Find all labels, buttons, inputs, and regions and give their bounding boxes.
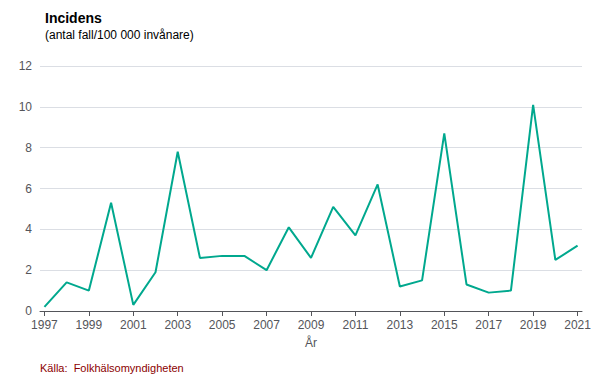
svg-text:2017: 2017 (475, 318, 502, 332)
svg-text:Källa: Folkhälsomyndigheten: Källa: Folkhälsomyndigheten (40, 362, 184, 374)
svg-text:10: 10 (19, 100, 33, 114)
svg-text:2003: 2003 (164, 318, 191, 332)
svg-text:1997: 1997 (31, 318, 58, 332)
svg-text:8: 8 (25, 141, 32, 155)
svg-text:Incidens: Incidens (45, 10, 102, 26)
svg-text:(antal fall/100 000 invånare): (antal fall/100 000 invånare) (45, 28, 194, 42)
svg-text:2013: 2013 (387, 318, 414, 332)
svg-text:2021: 2021 (564, 318, 591, 332)
svg-text:2005: 2005 (209, 318, 236, 332)
svg-text:2019: 2019 (520, 318, 547, 332)
svg-text:12: 12 (19, 59, 33, 73)
svg-text:2009: 2009 (298, 318, 325, 332)
svg-text:2011: 2011 (343, 318, 369, 332)
svg-text:6: 6 (25, 182, 32, 196)
svg-text:År: År (305, 335, 317, 350)
svg-text:0: 0 (25, 304, 32, 318)
svg-text:1999: 1999 (76, 318, 103, 332)
svg-text:4: 4 (25, 222, 32, 236)
svg-text:2007: 2007 (253, 318, 280, 332)
svg-text:2: 2 (25, 263, 32, 277)
svg-text:2015: 2015 (431, 318, 458, 332)
svg-text:2001: 2001 (120, 318, 147, 332)
